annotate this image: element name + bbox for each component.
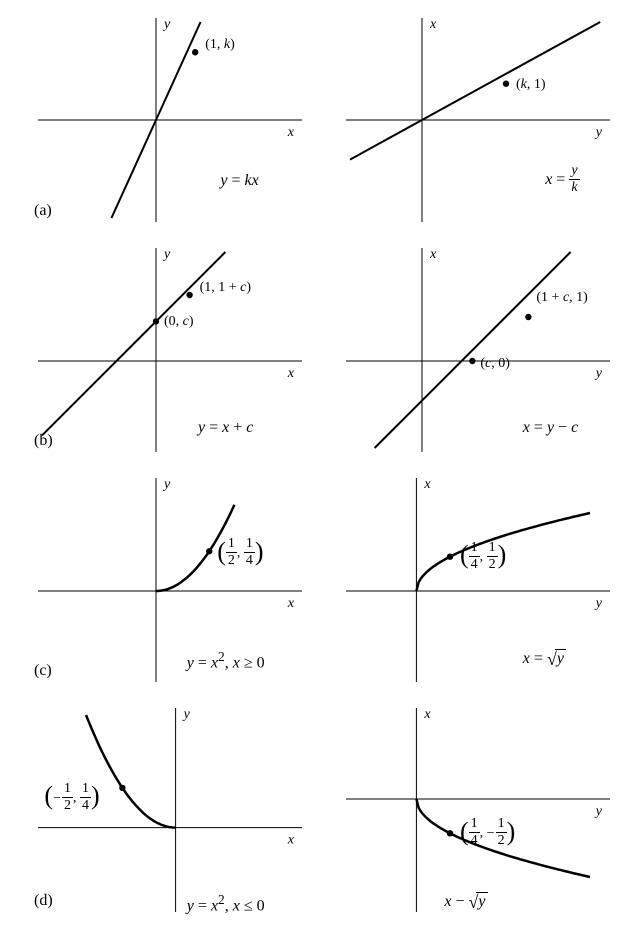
svg-text:x: x [423, 477, 431, 492]
chart-panel: y x (1 + c, 1) (c, 0) x = y − c [338, 240, 618, 460]
svg-text:x: x [429, 17, 437, 32]
figure-row: (a)xy(1, k)y = kxyx(k, 1)x = yk [30, 10, 626, 230]
point-label: (k, 1) [516, 77, 546, 93]
chart-panel: y x (14, −12) x − √y [338, 700, 618, 920]
point-label: (−12, 14) [44, 783, 99, 814]
chart-panel: x y (−12, 14) y = x2, x ≤ 0 [30, 700, 310, 920]
svg-text:y: y [594, 125, 603, 140]
point-label: (1, k) [205, 37, 235, 53]
chart-panel: y x (k, 1) x = yk [338, 10, 618, 230]
chart-panel: x y (1, k) y = kx [30, 10, 310, 230]
point-label: (12, 14) [217, 538, 263, 569]
svg-text:y: y [162, 17, 171, 32]
equation-label: x = √y [523, 649, 566, 670]
svg-text:x: x [287, 833, 295, 848]
point-label: (1, 1 + c) [200, 280, 251, 296]
equation-label: x − √y [444, 892, 487, 913]
chart-panel: x y (1, 1 + c) (0, c) y = x + c [30, 240, 310, 460]
equation-label: y = kx [220, 172, 258, 190]
equation-label: x = y − c [523, 419, 578, 437]
svg-text:x: x [287, 596, 295, 611]
point-label: (1 + c, 1) [536, 290, 587, 306]
equation-label: y = x + c [198, 419, 253, 437]
equation-label: y = x2, x ≤ 0 [187, 892, 265, 915]
point-label: (c, 0) [480, 356, 510, 372]
svg-text:y: y [162, 247, 171, 262]
point-label: (14, 12) [460, 542, 506, 573]
svg-text:x: x [287, 125, 295, 140]
equation-label: x = yk [545, 165, 579, 196]
figure-row: (b)xy(1, 1 + c)(0, c)y = x + cyx(1 + c, … [30, 240, 626, 460]
chart-panel: x y (12, 14) y = x2, x ≥ 0 [30, 470, 310, 690]
chart-panel: y x (14, 12) x = √y [338, 470, 618, 690]
svg-text:y: y [162, 477, 171, 492]
svg-text:y: y [594, 366, 603, 381]
svg-text:x: x [287, 366, 295, 381]
figure-row: (d)xy(−12, 14)y = x2, x ≤ 0yx(14, −12)x … [30, 700, 626, 920]
svg-text:x: x [429, 247, 437, 262]
equation-label: y = x2, x ≥ 0 [187, 649, 265, 672]
svg-text:y: y [182, 707, 191, 722]
svg-text:y: y [594, 804, 603, 819]
figure-row: (c)xy(12, 14)y = x2, x ≥ 0yx(14, 12)x = … [30, 470, 626, 690]
svg-text:x: x [423, 707, 431, 722]
svg-text:y: y [594, 596, 603, 611]
point-label: (14, −12) [460, 818, 515, 849]
point-label: (0, c) [164, 314, 194, 330]
